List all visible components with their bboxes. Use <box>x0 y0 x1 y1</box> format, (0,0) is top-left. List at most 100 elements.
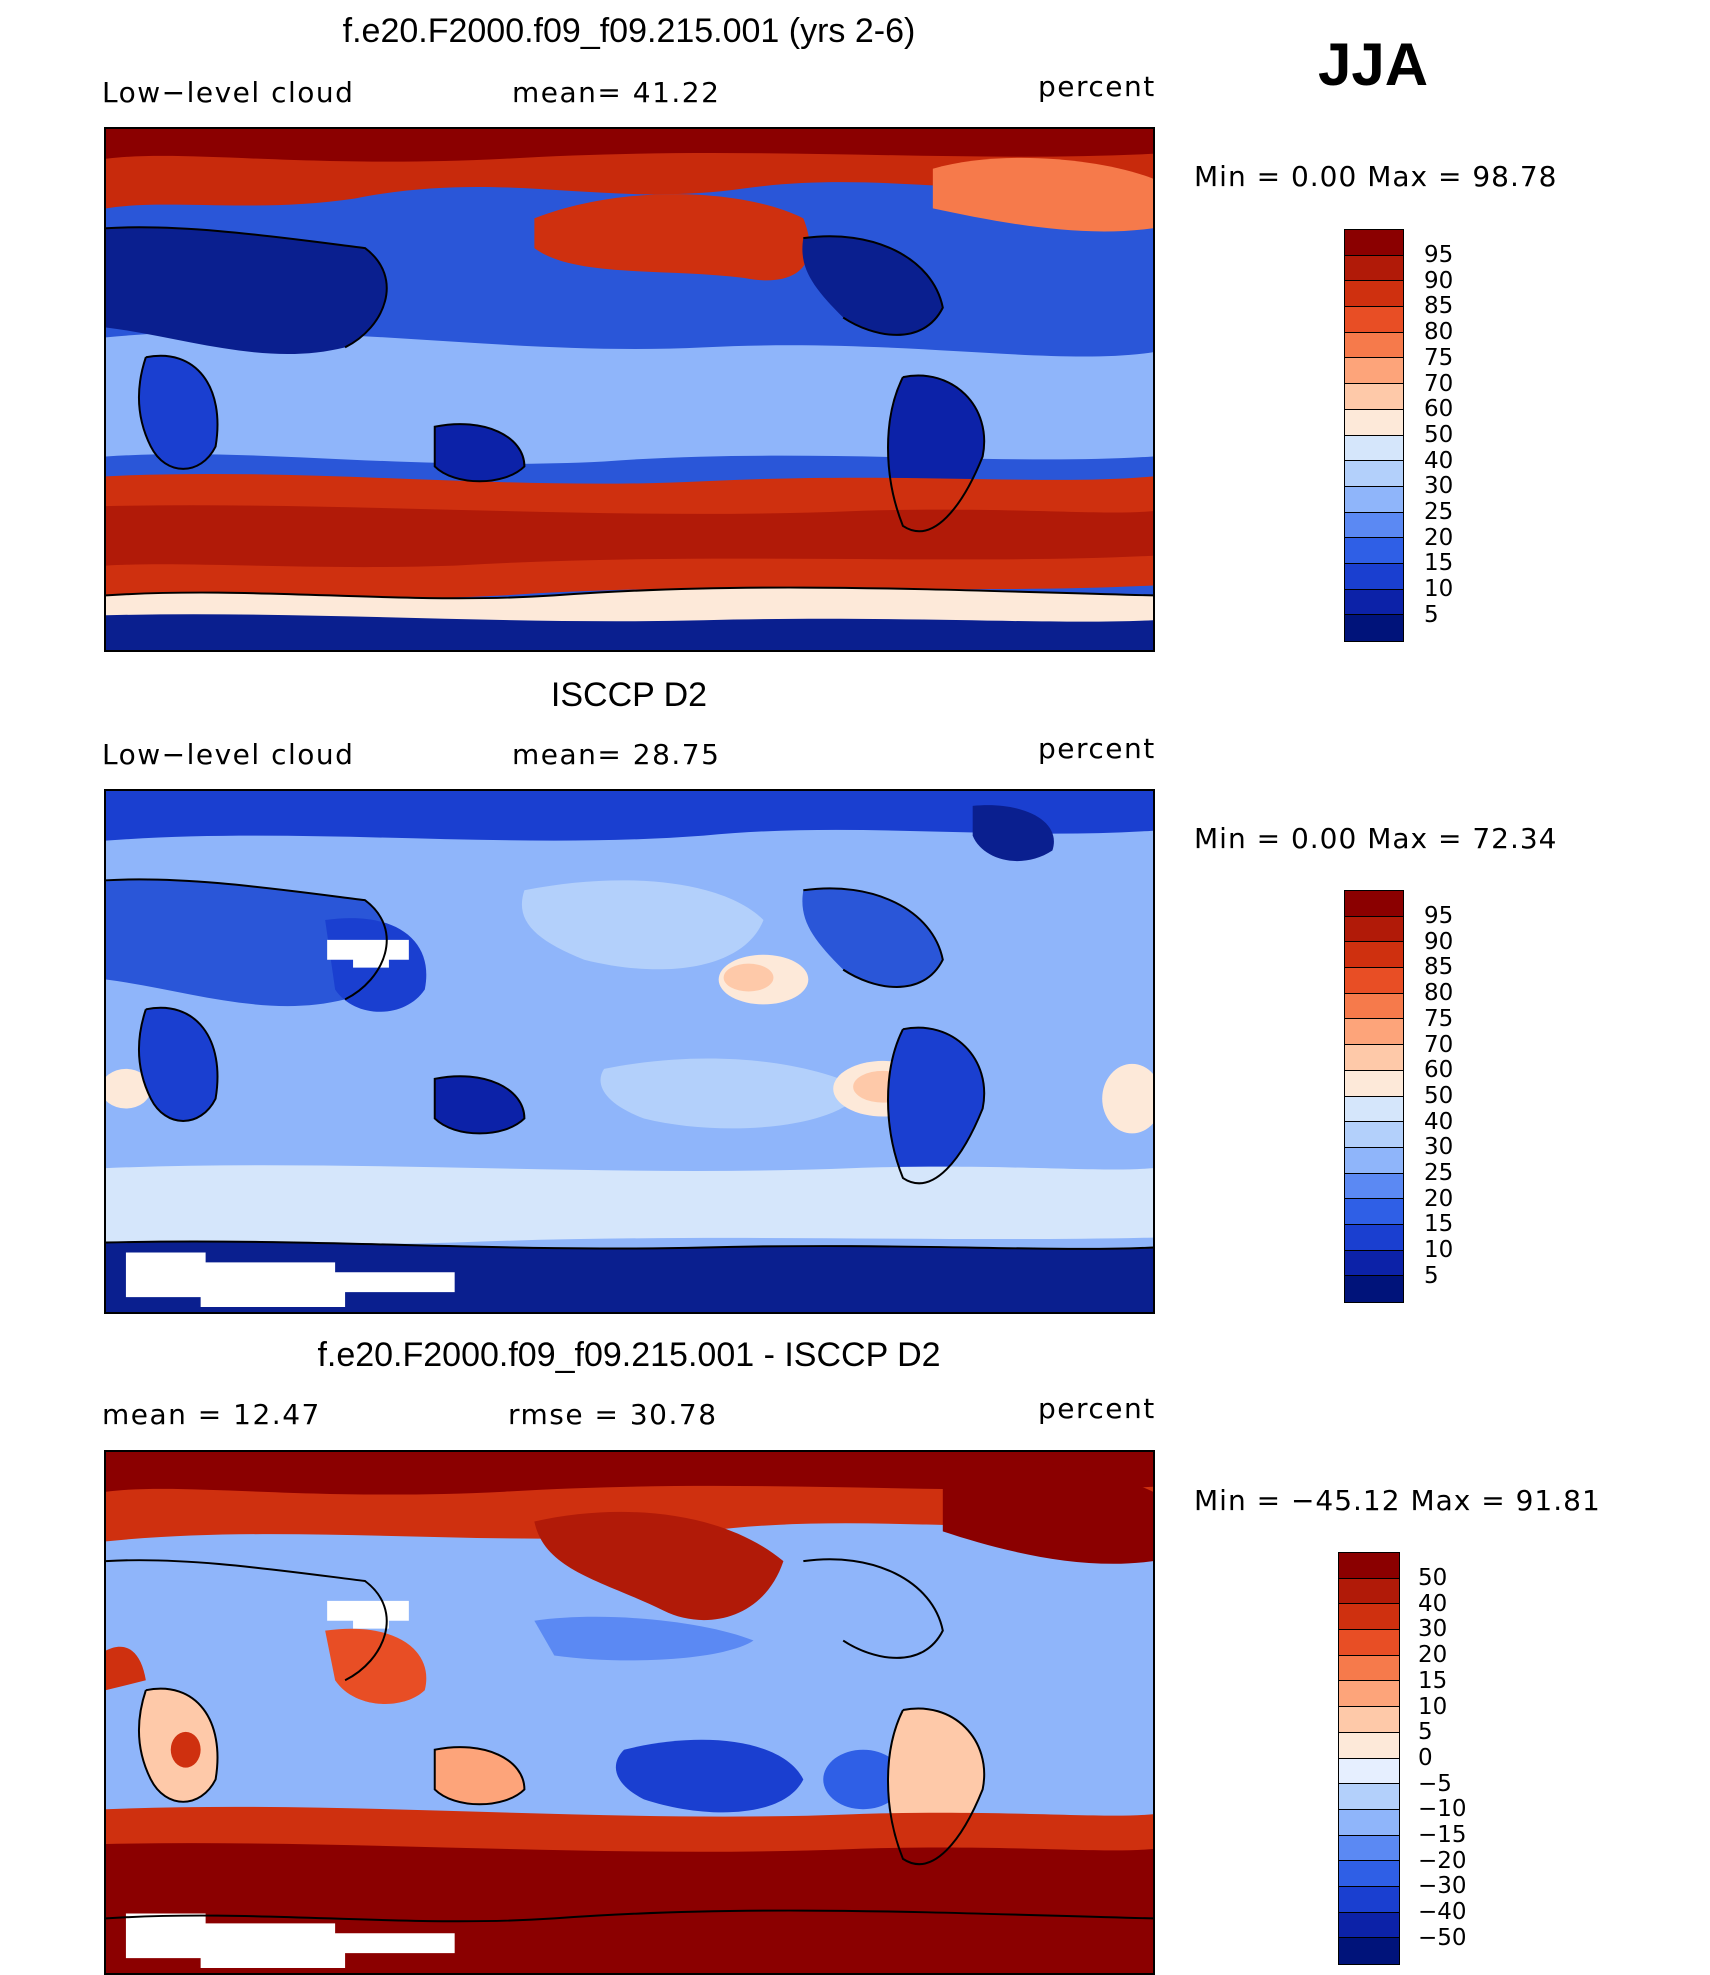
colorbar-swatch <box>1345 1173 1403 1200</box>
panel-2-mean-label: mean= 28.75 <box>512 738 721 771</box>
colorbar-tick-label: 90 <box>1424 267 1454 294</box>
colorbar-tick-label: 75 <box>1424 344 1454 371</box>
colorbar-swatch <box>1345 332 1403 359</box>
panel-3-map <box>104 1450 1155 1975</box>
season-label: JJA <box>1318 31 1429 98</box>
colorbar-swatch <box>1345 409 1403 436</box>
colorbar-swatch <box>1345 1070 1403 1097</box>
colorbar-swatch <box>1345 968 1403 994</box>
colorbar-swatch <box>1345 1147 1403 1174</box>
colorbar-swatch <box>1339 1681 1399 1708</box>
panel-1-colorbar-labels: 95 90 85 80 75 70 60 50 40 30 25 20 15 10 5 <box>1424 242 1454 629</box>
colorbar-tick-label: −5 <box>1418 1770 1452 1797</box>
panel-3-title: f.e20.F2000.f09_f09.215.001 - ISCCP D2 <box>317 1336 941 1374</box>
colorbar-tick-label: 70 <box>1424 1031 1454 1058</box>
colorbar-tick-label: −40 <box>1418 1899 1467 1926</box>
panel-1-mean-label: mean= 41.22 <box>512 76 721 109</box>
colorbar-swatch <box>1345 1019 1403 1046</box>
colorbar-swatch <box>1339 1861 1399 1887</box>
colorbar-tick-label: 10 <box>1418 1693 1448 1720</box>
colorbar-tick-label: −15 <box>1418 1822 1467 1849</box>
panel-3-map-svg <box>106 1452 1153 1973</box>
colorbar-tick-label: 15 <box>1424 550 1454 577</box>
colorbar-swatch <box>1345 461 1403 487</box>
colorbar-swatch <box>1339 1784 1399 1810</box>
panel-2-variable-label: Low−level cloud <box>102 738 355 771</box>
colorbar-tick-label: 15 <box>1418 1667 1448 1694</box>
colorbar-swatch <box>1345 615 1403 641</box>
colorbar-swatch <box>1339 1912 1399 1939</box>
colorbar-swatch <box>1345 230 1403 256</box>
colorbar-swatch <box>1345 1122 1403 1148</box>
colorbar-tick-label: 85 <box>1424 293 1454 320</box>
colorbar-swatch <box>1345 1224 1403 1251</box>
colorbar-swatch <box>1339 1732 1399 1759</box>
panel-1-variable-label: Low−level cloud <box>102 76 355 109</box>
colorbar-swatch <box>1345 358 1403 385</box>
colorbar-tick-label: 20 <box>1418 1642 1448 1669</box>
colorbar-swatch <box>1339 1758 1399 1785</box>
colorbar-swatch <box>1345 512 1403 539</box>
colorbar-swatch <box>1345 589 1403 616</box>
colorbar-tick-label: 70 <box>1424 370 1454 397</box>
panel-2-map <box>104 789 1155 1314</box>
colorbar-swatch <box>1345 1276 1403 1302</box>
panel-3-mean-label: mean = 12.47 <box>102 1398 321 1431</box>
colorbar-tick-label: 5 <box>1424 601 1439 628</box>
panel-3-minmax: Min = −45.12 Max = 91.81 <box>1194 1484 1601 1517</box>
colorbar-tick-label: 25 <box>1424 499 1454 526</box>
colorbar-swatch <box>1339 1886 1399 1913</box>
colorbar-swatch <box>1345 563 1403 590</box>
colorbar-swatch <box>1345 538 1403 564</box>
colorbar-swatch <box>1345 1199 1403 1225</box>
colorbar-tick-label: 15 <box>1424 1211 1454 1238</box>
colorbar-swatch <box>1345 1045 1403 1071</box>
panel-2-units-label: percent <box>1038 732 1156 765</box>
colorbar-tick-label: 0 <box>1418 1744 1433 1771</box>
panel-1-units-label: percent <box>1038 70 1156 103</box>
panel-3-units-label: percent <box>1038 1392 1156 1425</box>
colorbar-tick-label: 20 <box>1424 1185 1454 1212</box>
colorbar-tick-label: 60 <box>1424 396 1454 423</box>
colorbar-tick-label: −20 <box>1418 1847 1467 1874</box>
colorbar-swatch <box>1339 1553 1399 1579</box>
panel-3-colorbar-labels: 50 40 30 20 15 10 5 0 −5 −10 −15 −20 −30 −40 −50 <box>1418 1565 1467 1952</box>
colorbar-tick-label: 85 <box>1424 954 1454 981</box>
colorbar-tick-label: 50 <box>1424 1082 1454 1109</box>
colorbar-swatch <box>1339 1809 1399 1836</box>
panel-1-map <box>104 127 1155 652</box>
colorbar-swatch <box>1345 307 1403 333</box>
colorbar-tick-label: 95 <box>1424 242 1454 268</box>
colorbar-swatch <box>1339 1630 1399 1656</box>
panel-2-map-svg <box>106 791 1153 1312</box>
colorbar-tick-label: 80 <box>1424 319 1454 346</box>
colorbar-tick-label: 10 <box>1424 576 1454 603</box>
colorbar-swatch <box>1345 916 1403 943</box>
colorbar-swatch <box>1345 384 1403 410</box>
colorbar-tick-label: 50 <box>1424 421 1454 448</box>
colorbar-tick-label: 40 <box>1424 1108 1454 1135</box>
panel-1-title: f.e20.F2000.f09_f09.215.001 (yrs 2-6) <box>342 12 916 50</box>
colorbar-swatch <box>1345 1250 1403 1277</box>
colorbar-tick-label: 5 <box>1418 1719 1433 1746</box>
colorbar-tick-label: 30 <box>1424 1134 1454 1161</box>
colorbar-tick-label: 25 <box>1424 1160 1454 1187</box>
colorbar-tick-label: −50 <box>1418 1924 1467 1951</box>
colorbar-tick-label: 50 <box>1418 1565 1448 1591</box>
colorbar-swatch <box>1345 255 1403 282</box>
panel-3-rmse-label: rmse = 30.78 <box>508 1398 718 1431</box>
colorbar-swatch <box>1339 1707 1399 1733</box>
colorbar-tick-label: 80 <box>1424 980 1454 1007</box>
colorbar-swatch <box>1339 1578 1399 1605</box>
panel-1-colorbar <box>1344 229 1404 642</box>
colorbar-swatch <box>1345 486 1403 513</box>
colorbar-swatch <box>1345 281 1403 308</box>
colorbar-swatch <box>1339 1604 1399 1631</box>
colorbar-tick-label: 90 <box>1424 928 1454 955</box>
colorbar-tick-label: 10 <box>1424 1237 1454 1264</box>
colorbar-tick-label: 30 <box>1418 1616 1448 1643</box>
colorbar-swatch <box>1345 891 1403 917</box>
panel-2-colorbar-labels: 95 90 85 80 75 70 60 50 40 30 25 20 15 10 5 <box>1424 903 1454 1290</box>
colorbar-swatch <box>1345 942 1403 969</box>
panel-3-colorbar <box>1338 1552 1400 1965</box>
